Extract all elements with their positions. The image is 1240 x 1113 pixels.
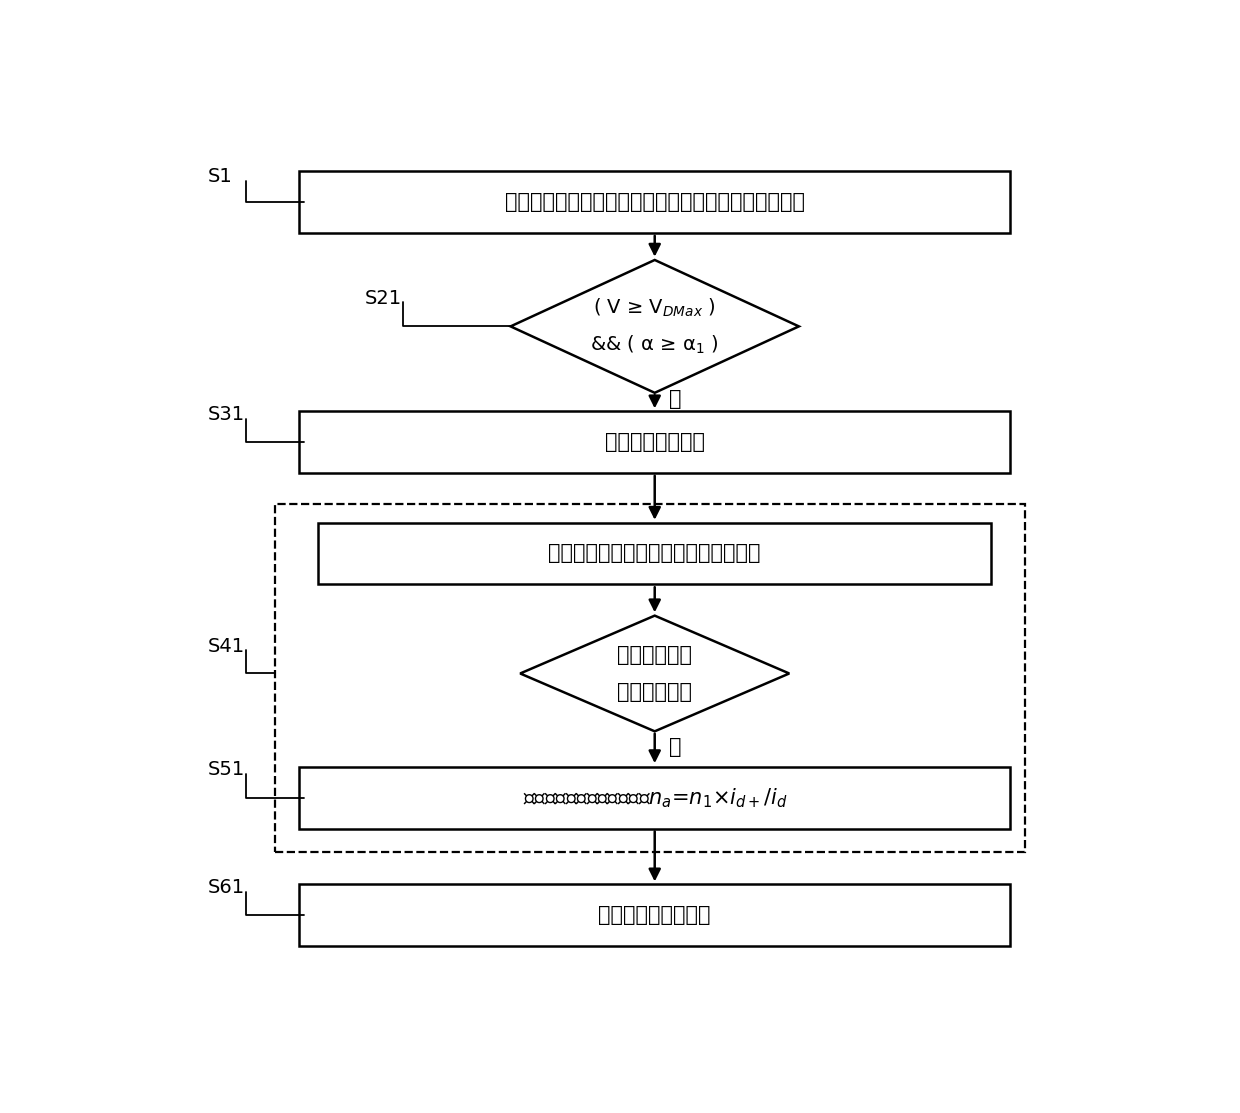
Text: S41: S41 xyxy=(208,637,246,656)
Text: 控制所述离合器接合: 控制所述离合器接合 xyxy=(599,905,711,925)
Text: 获取所述离合器接合或断开的开关信号: 获取所述离合器接合或断开的开关信号 xyxy=(548,543,761,563)
Text: S31: S31 xyxy=(208,405,246,424)
FancyBboxPatch shape xyxy=(319,523,991,584)
Text: S51: S51 xyxy=(208,760,246,779)
Text: S21: S21 xyxy=(365,288,402,307)
Text: 是: 是 xyxy=(670,737,682,757)
FancyBboxPatch shape xyxy=(299,885,1011,946)
Text: 输出升挡提示信号: 输出升挡提示信号 xyxy=(605,432,704,452)
Text: 为断开信号？: 为断开信号？ xyxy=(618,682,692,702)
Text: && ( α ≥ α$_1$ ): && ( α ≥ α$_1$ ) xyxy=(590,334,719,356)
Text: 是: 是 xyxy=(670,390,682,410)
Text: 控制所述电机的转速降低至$n_a$=$n_1$×$i_{d+}$/$i_d$: 控制所述电机的转速降低至$n_a$=$n_1$×$i_{d+}$/$i_d$ xyxy=(522,786,787,809)
Polygon shape xyxy=(521,615,789,731)
FancyBboxPatch shape xyxy=(299,171,1011,233)
Text: 所述开关信号: 所述开关信号 xyxy=(618,644,692,664)
Text: S61: S61 xyxy=(208,878,246,897)
FancyBboxPatch shape xyxy=(299,411,1011,473)
Text: 获取所述电动摩托车的车速、转把的转角以及当前挡位: 获取所述电动摩托车的车速、转把的转角以及当前挡位 xyxy=(505,193,805,213)
Text: S1: S1 xyxy=(208,167,233,186)
FancyBboxPatch shape xyxy=(299,767,1011,828)
Text: ( V ≥ V$_{DMax}$ ): ( V ≥ V$_{DMax}$ ) xyxy=(593,296,717,318)
Polygon shape xyxy=(511,260,799,393)
